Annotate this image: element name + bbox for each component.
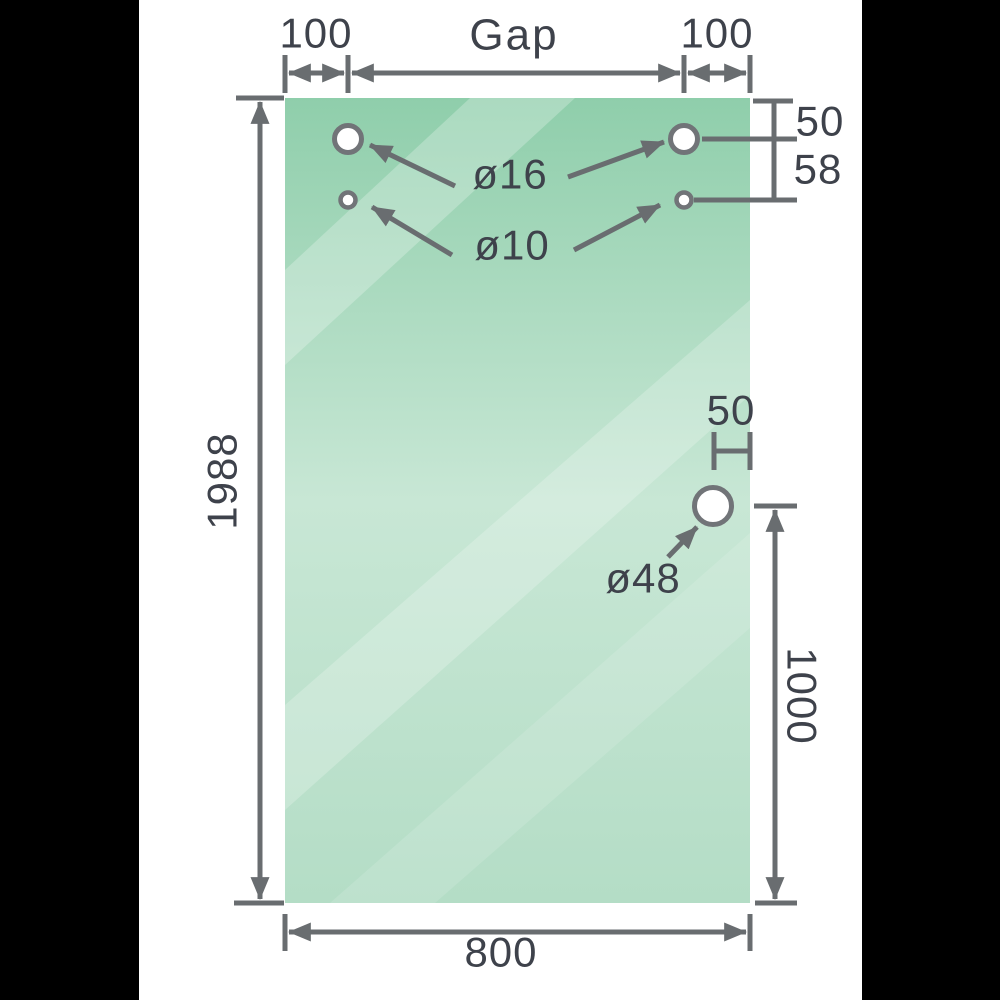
- label-dia-16: ø16: [472, 151, 547, 198]
- hole-16-right: [668, 123, 700, 155]
- handle-offset-dimension: 50: [707, 387, 756, 470]
- arrow-dia48: [666, 525, 699, 559]
- hole-16-left: [332, 123, 364, 155]
- hole-10-right: [674, 190, 694, 210]
- label-top-right-100: 100: [680, 10, 753, 57]
- hole-offset-dimensions: 50 58: [694, 98, 845, 203]
- label-50-top: 50: [796, 98, 845, 145]
- letterbox-left: [0, 0, 139, 1000]
- label-dia-10: ø10: [474, 222, 549, 269]
- arrow-dia16-left: [368, 142, 457, 189]
- label-800: 800: [464, 929, 537, 976]
- label-58: 58: [794, 146, 843, 193]
- hole-10-left: [338, 190, 358, 210]
- hole-48-handle: [692, 485, 734, 527]
- label-height-1988: 1988: [199, 432, 246, 529]
- letterbox-right: [862, 0, 1000, 1000]
- label-dia-48: ø48: [605, 555, 680, 602]
- label-1000: 1000: [779, 647, 826, 744]
- height-dimension: 1988: [199, 95, 284, 906]
- width-dimension: 800: [282, 914, 753, 976]
- top-dimension: 100 Gap 100: [279, 10, 753, 93]
- arrow-dia10-left: [370, 204, 454, 258]
- label-50-edge: 50: [707, 387, 756, 434]
- label-top-left-100: 100: [279, 10, 352, 57]
- arrow-dia16-right: [567, 139, 665, 180]
- arrow-dia10-right: [572, 202, 662, 253]
- handle-height-dimension: 1000: [754, 503, 826, 906]
- glass-panel: [285, 98, 750, 903]
- label-gap: Gap: [469, 11, 558, 60]
- glass-reflection-streaks: [285, 98, 750, 903]
- hole-callouts: ø16 ø10 ø48: [368, 139, 699, 602]
